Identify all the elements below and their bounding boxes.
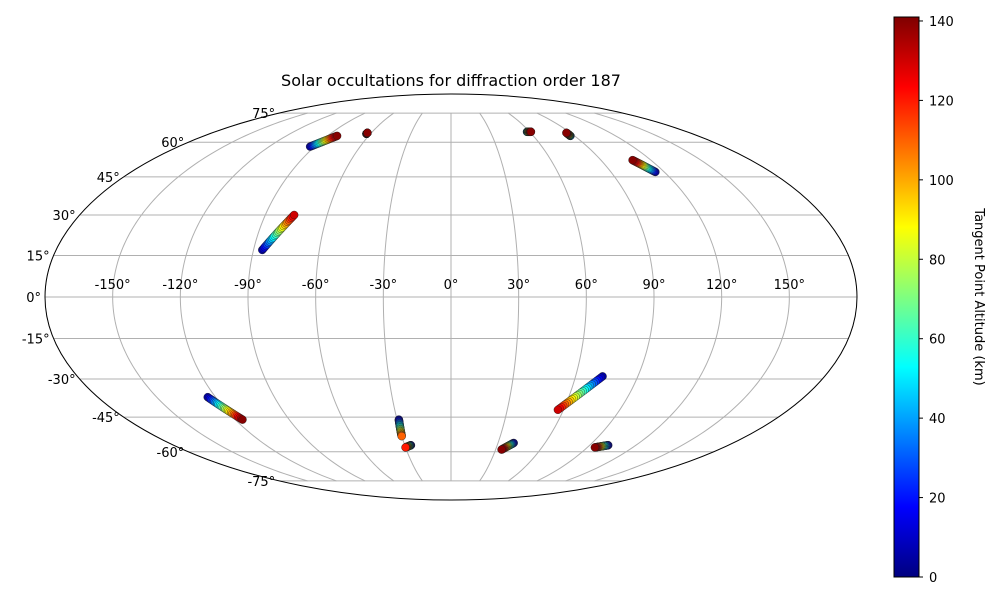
lon-tick-label: 0° [444,278,459,293]
lat-tick-label: 75° [252,107,275,122]
occultation-point [590,443,600,452]
lon-tick-label: 150° [774,278,805,293]
meridian-line [112,112,308,482]
colorbar [893,16,920,578]
lat-tick-label: 0° [26,291,41,306]
colorbar-ticks: 0 20 40 60 80 100 120 140 [919,15,954,586]
chart-title: Solar occultations for diffraction order… [281,71,621,90]
occultation-point [526,127,536,136]
meridian-line [479,112,520,482]
occultation-points [203,127,660,454]
occultation-point [562,128,571,138]
occultation-point [363,128,372,138]
lon-tick-label: -150° [95,278,131,293]
lat-tick-label: -75° [247,475,275,490]
lat-tick-label: 15° [27,249,50,264]
occultation-point [497,445,506,454]
lat-tick-label: -45° [92,411,120,426]
meridian-line [247,112,366,482]
meridian-line [315,112,395,482]
colorbar-tick-label: 120 [929,94,954,109]
lon-tick-label: 90° [642,278,665,293]
colorbar-tick-label: 80 [929,253,946,268]
lat-tick-label: 30° [53,209,76,224]
meridian-line [507,112,587,482]
occultation-point [289,210,299,220]
map-boundary [44,93,858,501]
lon-tick-label: -120° [162,278,198,293]
meridian-line [565,112,723,482]
longitude-tick-labels: -150° -120° -90° -60° -30° 0° 30° 60° 90° 120° 150… [95,278,805,293]
lon-tick-label: 30° [507,278,530,293]
colorbar-tick-label: 100 [929,174,954,189]
occultation-point [397,431,406,441]
meridian-line [179,112,337,482]
lat-tick-label: -15° [22,333,50,348]
lat-tick-label: 60° [161,136,184,151]
lon-tick-label: -30° [369,278,397,293]
lat-tick-label: 45° [97,171,120,186]
lon-tick-label: 120° [706,278,737,293]
lat-tick-label: -60° [157,446,185,461]
occultation-point [401,443,410,452]
colorbar-tick-label: 40 [929,412,946,427]
lon-tick-label: -90° [234,278,262,293]
colorbar-tick-label: 60 [929,333,946,348]
colorbar-label: Tangent Point Altitude (km) [971,207,986,385]
meridian-line [594,112,790,482]
graticule [45,112,857,482]
colorbar-tick-label: 140 [929,15,954,30]
occultation-point [553,405,563,414]
lat-tick-label: -30° [48,373,76,388]
occultation-point [332,131,342,141]
colorbar-tick-label: 0 [929,571,937,586]
meridian-line [536,112,655,482]
occultation-point [628,155,637,165]
lon-tick-label: -60° [302,278,330,293]
occultation-point [238,415,247,424]
latitude-tick-labels: -75° -60° -45° -30° -15° 0° 15° 30° 45° 60° 75° [22,107,275,490]
lon-tick-label: 60° [575,278,598,293]
colorbar-tick-label: 20 [929,492,946,507]
